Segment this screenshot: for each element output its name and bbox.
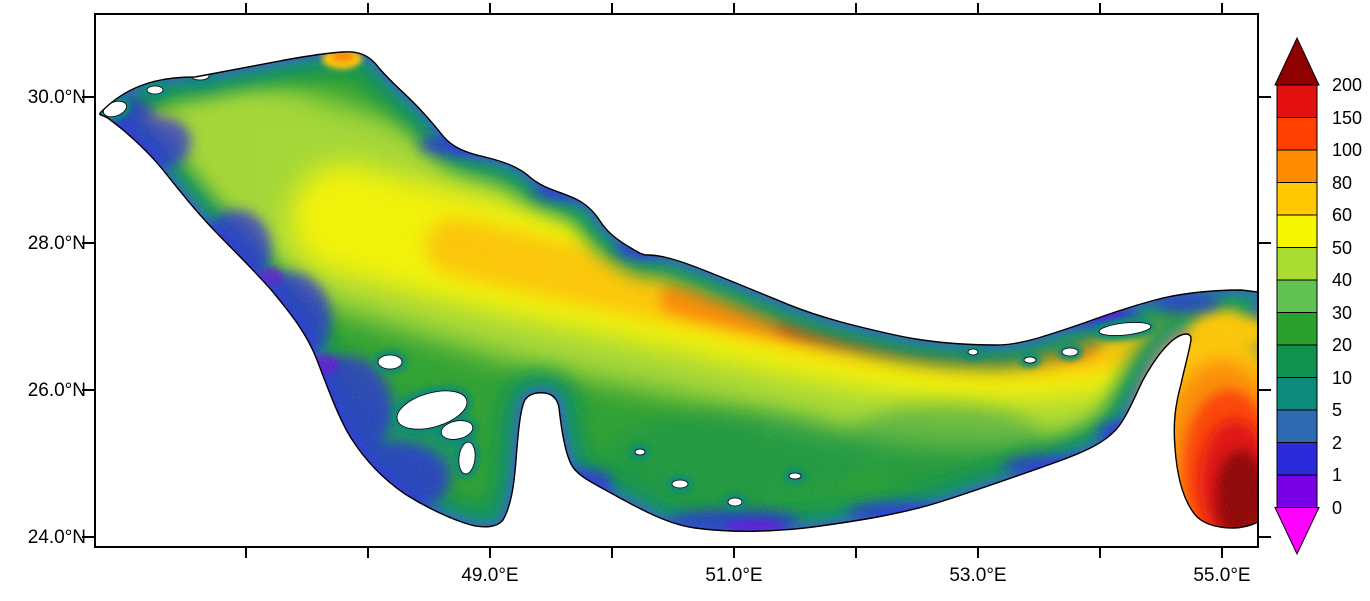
x-axis-label-55e: 55.0°E bbox=[1193, 565, 1250, 586]
colorbar-cell-80-100 bbox=[1276, 149, 1318, 183]
colorbar-label-80: 80 bbox=[1332, 173, 1352, 193]
y-ticks-right bbox=[1258, 96, 1271, 538]
y-axis-label-28n: 28.0°N bbox=[28, 233, 86, 254]
colorbar-cell-20-30 bbox=[1276, 312, 1318, 346]
colorbar-cell-2-5 bbox=[1276, 409, 1318, 443]
gulf-map bbox=[99, 51, 1259, 532]
colorbar-cell-30-40 bbox=[1276, 279, 1318, 313]
colorbar-cell-150-200 bbox=[1276, 84, 1318, 118]
y-ticks-left bbox=[82, 96, 95, 538]
plot-border bbox=[94, 13, 1259, 548]
x-axis-label-53e: 53.0°E bbox=[949, 565, 1006, 586]
colorbar-cell-50-60 bbox=[1276, 214, 1318, 248]
colorbar-cell-5-10 bbox=[1276, 377, 1318, 411]
colorbar-label-30: 30 bbox=[1332, 303, 1352, 323]
colorbar-cell-1-2 bbox=[1276, 442, 1318, 476]
y-axis-label-30n: 30.0°N bbox=[28, 87, 86, 108]
colorbar-label-60: 60 bbox=[1332, 205, 1352, 225]
colorbar-arrow-over-200 bbox=[1274, 36, 1320, 86]
x-ticks-top bbox=[245, 3, 1223, 14]
colorbar-label-20: 20 bbox=[1332, 335, 1352, 355]
colorbar-cell-10-20 bbox=[1276, 344, 1318, 378]
colorbar-arrow-under-0 bbox=[1274, 507, 1320, 556]
colorbar-cell-40-50 bbox=[1276, 247, 1318, 281]
colorbar-cell-60-80 bbox=[1276, 182, 1318, 216]
x-ticks-bottom bbox=[245, 547, 1223, 558]
colorbar-label-100: 100 bbox=[1332, 140, 1362, 160]
y-axis-label-24n: 24.0°N bbox=[28, 527, 86, 548]
colorbar-label-2: 2 bbox=[1332, 433, 1342, 453]
colorbar-cell-0-1 bbox=[1276, 474, 1318, 508]
colorbar: 200 150 100 80 60 50 40 30 20 10 5 2 1 0 bbox=[1274, 36, 1362, 556]
colorbar-label-200: 200 bbox=[1332, 75, 1362, 95]
colorbar-cell-100-150 bbox=[1276, 117, 1318, 151]
noise-texture bbox=[99, 51, 1258, 532]
colorbar-label-1: 1 bbox=[1332, 465, 1342, 485]
colorbar-label-10: 10 bbox=[1332, 368, 1352, 388]
colorbar-label-150: 150 bbox=[1332, 108, 1362, 128]
colorbar-label-50: 50 bbox=[1332, 238, 1352, 258]
colorbar-label-5: 5 bbox=[1332, 400, 1342, 420]
colorbar-label-40: 40 bbox=[1332, 270, 1352, 290]
gulf-water-area bbox=[99, 51, 1259, 532]
colorbar-label-0: 0 bbox=[1332, 498, 1342, 518]
x-axis-label-51e: 51.0°E bbox=[705, 565, 762, 586]
x-axis-label-49e: 49.0°E bbox=[461, 565, 518, 586]
y-axis-label-26n: 26.0°N bbox=[28, 380, 86, 401]
